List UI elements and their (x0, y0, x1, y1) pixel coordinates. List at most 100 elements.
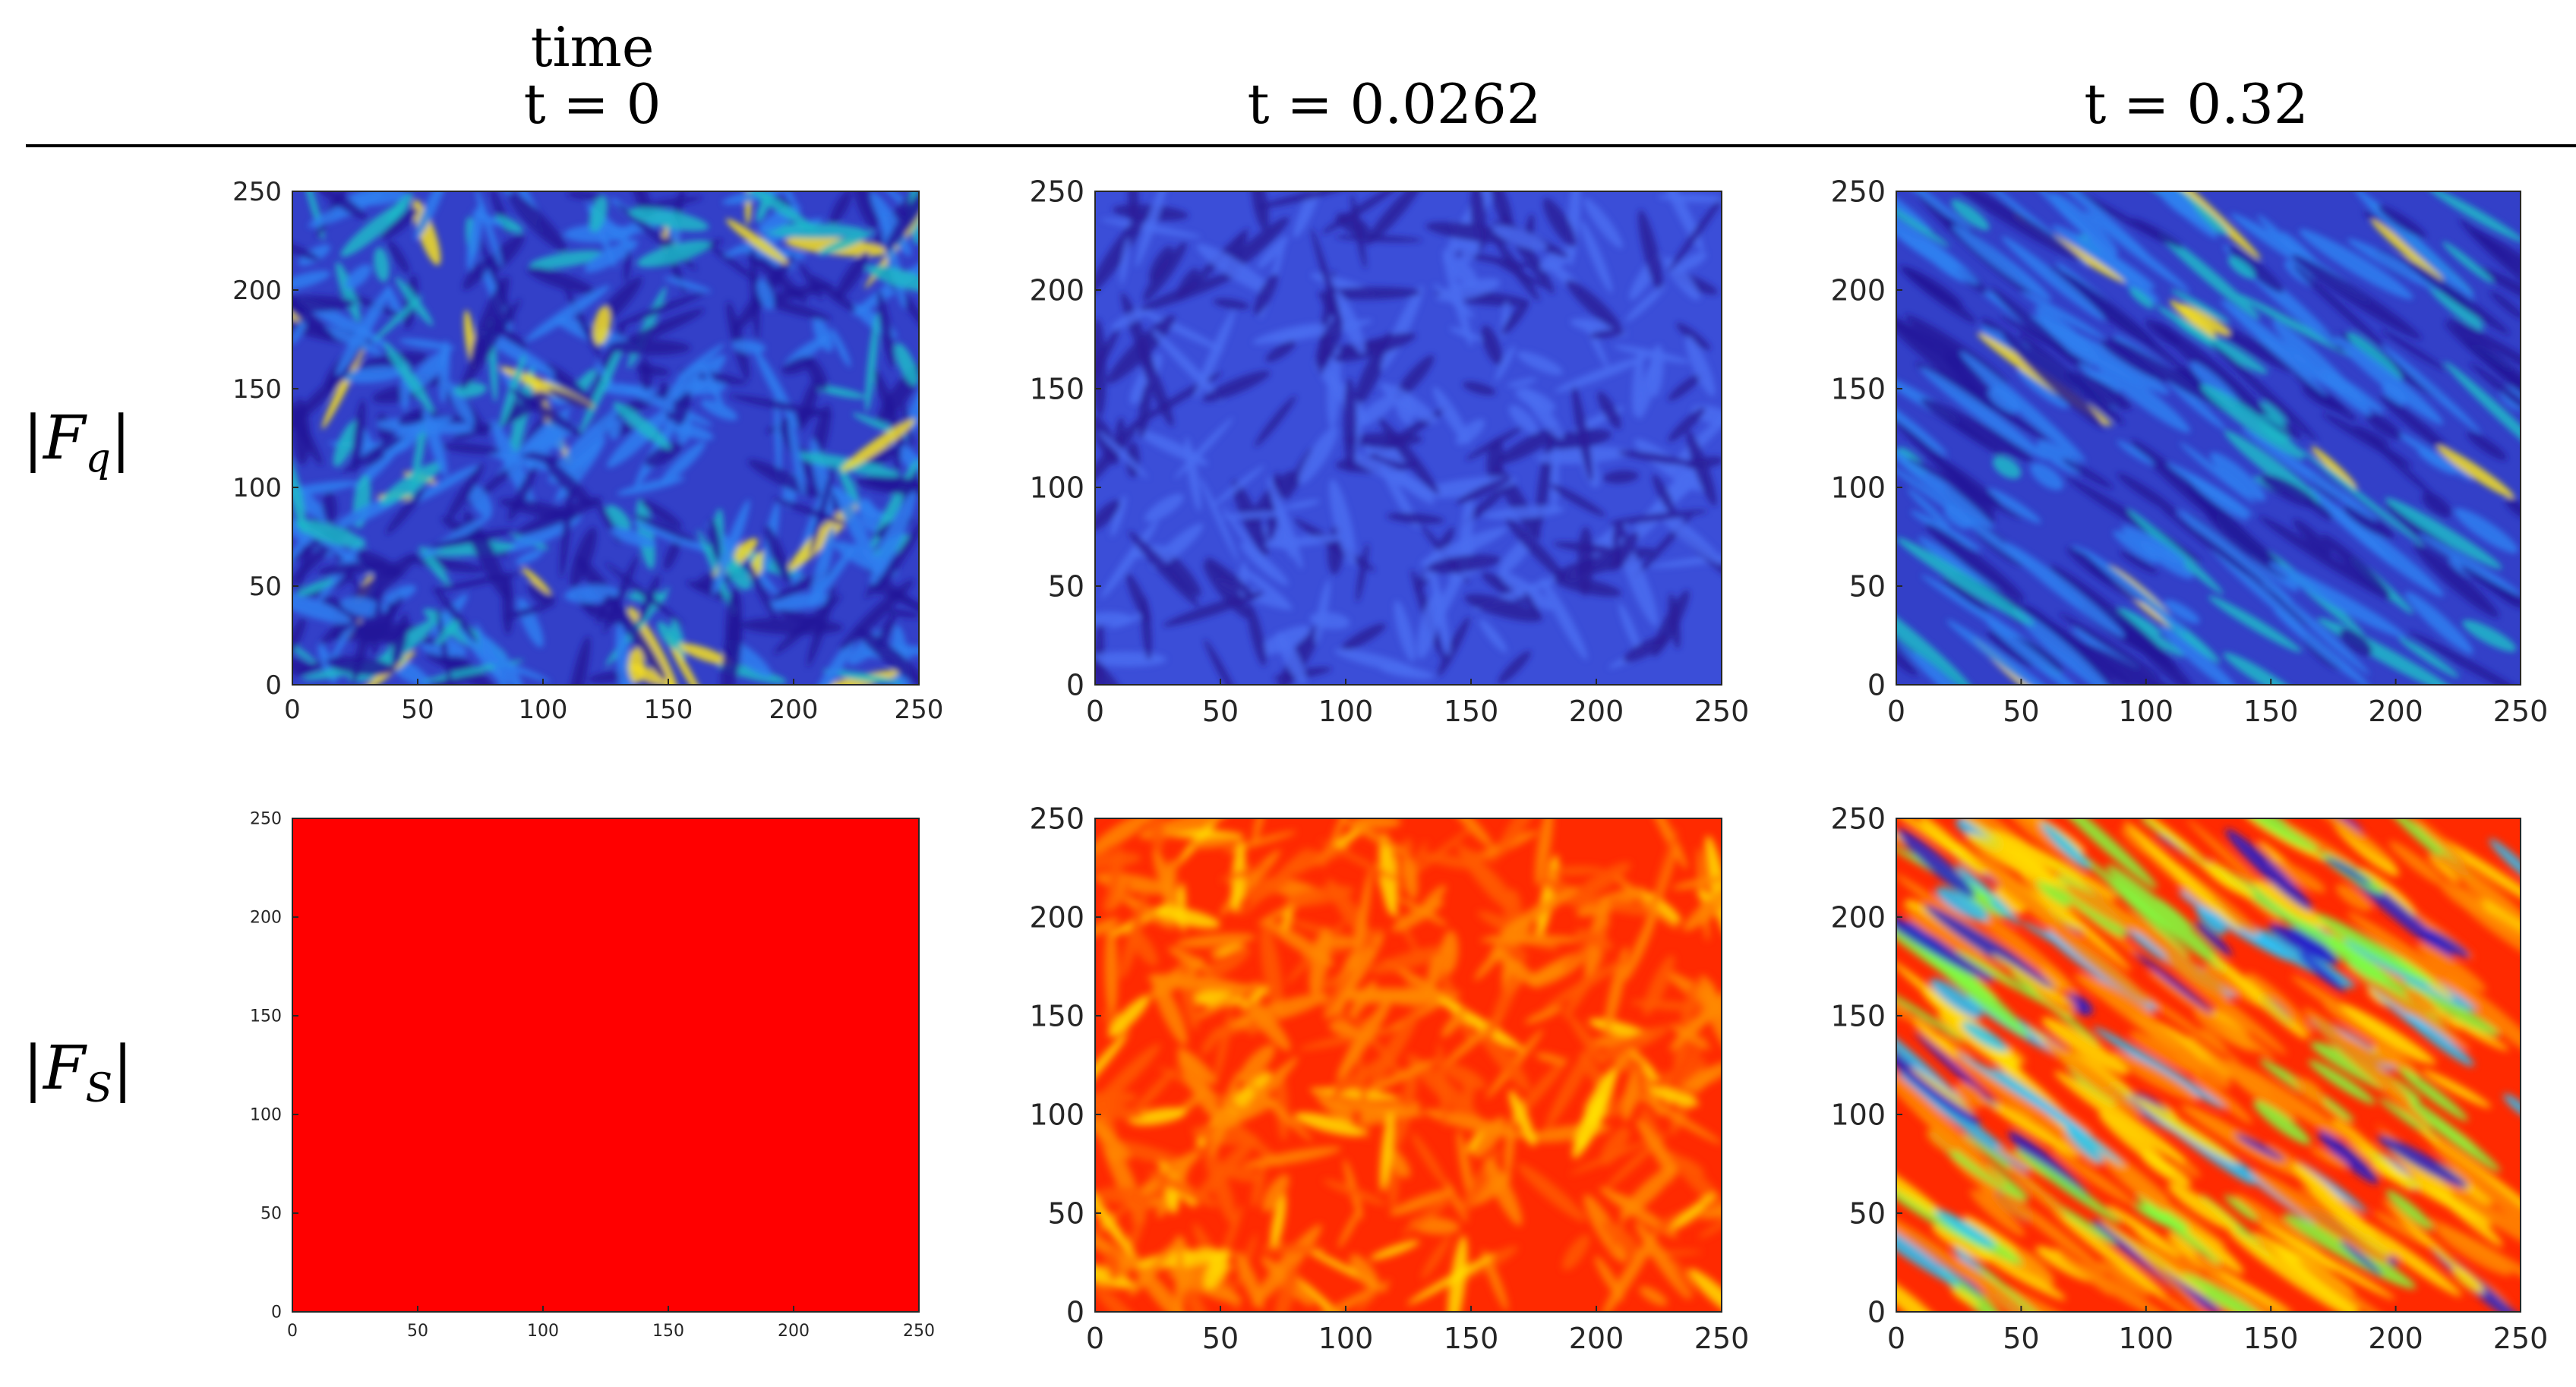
heatmap-blob (1370, 1240, 1420, 1260)
heatmap-blob (1947, 1053, 2034, 1119)
heatmap-blob (510, 388, 583, 437)
heatmap-blob (2123, 1177, 2227, 1247)
heatmap-blob (1417, 476, 1517, 499)
heatmap-blob (1144, 493, 1184, 522)
heatmap-blob (2310, 487, 2394, 565)
heatmap-blob (446, 463, 485, 522)
heatmap-blob (342, 366, 406, 383)
heatmap-blob (1570, 1140, 1649, 1175)
heatmap-blob (1139, 271, 1240, 311)
axes-frame (292, 191, 920, 686)
heatmap-blob (1235, 1251, 1264, 1310)
heatmap-blob (1686, 430, 1717, 506)
heatmap-blob (817, 230, 873, 256)
heatmap-blob (1562, 1234, 1590, 1271)
y-tick-label: 100 (1029, 1098, 1084, 1131)
heatmap-blob (292, 617, 306, 663)
heatmap-blob (1334, 333, 1416, 362)
heatmap-blob (403, 555, 485, 573)
heatmap-blob (2225, 829, 2313, 912)
heatmap-blob (2081, 976, 2209, 1070)
heatmap-blob (2044, 818, 2158, 889)
heatmap-blob (2203, 507, 2290, 579)
heatmap-blob (2489, 838, 2521, 887)
heatmap-blob (1991, 1066, 2125, 1166)
heatmap-blob (1379, 1111, 1394, 1192)
x-tick-label: 250 (1694, 695, 1750, 728)
heatmap-blob (2315, 913, 2434, 985)
heatmap-blob (1896, 196, 1950, 247)
heatmap-blob (1482, 1249, 1508, 1311)
heatmap-blob (1504, 516, 1566, 581)
heatmap-blob (2000, 1190, 2107, 1274)
heatmap-blob (317, 561, 387, 575)
heatmap-blob (859, 497, 879, 533)
heatmap-blob (838, 465, 860, 506)
x-tick-label: 250 (1694, 1322, 1750, 1355)
heatmap-blob (2016, 1247, 2055, 1285)
heatmap-blob (708, 244, 761, 285)
heatmap-blob (340, 202, 406, 257)
x-tick-label: 200 (2368, 1322, 2423, 1355)
heatmap-blob (1643, 955, 1675, 1016)
heatmap-blob (2378, 205, 2426, 238)
heatmap-blob (1976, 1248, 2066, 1300)
heatmap-blob (1095, 1196, 1138, 1261)
heatmap-blob (2408, 631, 2521, 685)
heatmap-blob (1440, 930, 1459, 975)
heatmap-blob (1380, 383, 1438, 424)
y-tick-label: 0 (271, 1303, 282, 1322)
heatmap-blob (1206, 557, 1256, 600)
heatmap-blob (781, 356, 814, 375)
heatmap-blob (1610, 531, 1639, 572)
heatmap-blob (2113, 530, 2158, 564)
heatmap-blob (2260, 474, 2319, 509)
heatmap-blob (1151, 973, 1188, 1045)
heatmap-blob (813, 543, 857, 603)
heatmap-blob (1243, 1146, 1342, 1168)
heatmap-blob (1381, 464, 1419, 529)
heatmap-blob (1915, 1107, 2006, 1187)
heatmap-blob (2021, 291, 2105, 339)
heatmap-blob (1668, 1150, 1722, 1221)
heatmap-blob (1896, 589, 1974, 685)
heatmap-blob (508, 193, 567, 252)
heatmap-blob (1572, 1070, 1616, 1159)
heatmap-blob (1926, 1128, 1957, 1153)
heatmap-blob (2208, 595, 2302, 653)
heatmap-blob (1239, 1044, 1275, 1083)
heatmap-blob (1370, 945, 1454, 974)
axes-frame (1896, 191, 2521, 686)
heatmap-blob (1896, 828, 1976, 898)
heatmap-blob (2051, 1209, 2166, 1297)
heatmap-panel-5: 0 50 100 150 200 250 0 50 100 150 200 250 (1029, 802, 1750, 1355)
heatmap-blob (522, 567, 551, 594)
x-tick-label: 0 (1887, 1322, 1905, 1355)
heatmap-blob (1508, 1090, 1536, 1146)
heatmap-blob (1977, 1264, 2067, 1312)
heatmap-blob (628, 648, 645, 684)
heatmap-blob (2335, 884, 2372, 912)
heatmap-blob (2228, 246, 2284, 293)
y-tick-label: 0 (265, 670, 282, 701)
x-tick-label: 100 (527, 1322, 559, 1341)
heatmap-blob (2041, 1017, 2129, 1076)
heatmap-blob (2065, 993, 2093, 1016)
heatmap-blob (1311, 1281, 1391, 1312)
heatmap-blob (1427, 554, 1501, 574)
heatmap-blob (1668, 593, 1681, 649)
heatmap-blob (610, 527, 656, 548)
heatmap-blob (2050, 192, 2118, 256)
x-tick-label: 150 (1444, 695, 1499, 728)
heatmap-blob (1391, 899, 1444, 932)
heatmap-blob (1095, 1222, 1137, 1268)
heatmap-blob (1292, 846, 1351, 872)
heatmap-blob (2059, 613, 2162, 679)
heatmap-blob (2129, 287, 2155, 309)
heatmap-blob (1668, 407, 1706, 443)
heatmap-blob (854, 476, 919, 496)
heatmap-blob (1339, 818, 1409, 856)
heatmap-blob (1517, 351, 1563, 375)
heatmap-blob (2322, 412, 2413, 467)
heatmap-blob (1524, 1006, 1564, 1024)
